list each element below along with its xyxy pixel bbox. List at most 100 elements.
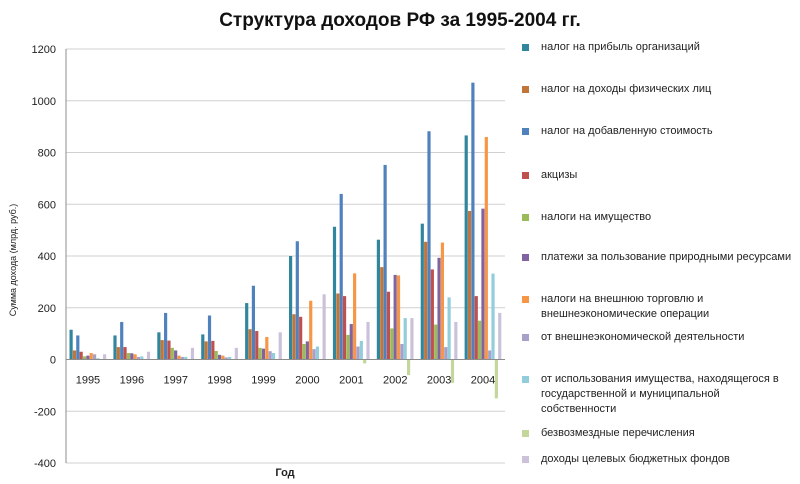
bar xyxy=(312,349,316,360)
x-tick-label: 2003 xyxy=(427,375,451,387)
bar xyxy=(424,241,428,360)
bar xyxy=(207,315,212,360)
bar xyxy=(116,347,120,360)
legend-label: налог на доходы физических лиц xyxy=(541,83,712,95)
bar xyxy=(265,336,269,360)
bar xyxy=(261,348,266,360)
bar xyxy=(302,343,306,360)
bar xyxy=(184,356,188,360)
bar xyxy=(390,328,394,360)
bar xyxy=(410,318,414,360)
bar xyxy=(447,297,451,360)
bar xyxy=(346,334,350,360)
bar xyxy=(69,329,73,360)
bar xyxy=(427,131,431,360)
bar xyxy=(136,356,141,360)
bar xyxy=(498,312,502,360)
bar xyxy=(271,353,276,360)
bar xyxy=(180,356,184,360)
bar xyxy=(454,321,458,360)
x-tick-label: 2001 xyxy=(339,375,363,387)
bar xyxy=(278,332,282,360)
bar xyxy=(440,242,445,360)
bar xyxy=(177,355,181,360)
y-tick-label: -200 xyxy=(34,406,56,418)
bar xyxy=(103,354,107,360)
legend-item: безвозмездные перечисления xyxy=(522,426,792,441)
legend-item: от внешнеэкономической деятельности xyxy=(522,330,792,345)
bar xyxy=(363,359,367,364)
bar xyxy=(393,274,397,360)
legend-item: акцизы xyxy=(522,168,792,183)
bar xyxy=(386,291,391,360)
bar xyxy=(255,331,259,360)
legend-swatch xyxy=(522,430,529,437)
bar xyxy=(234,347,238,360)
bar xyxy=(406,359,411,376)
bar xyxy=(383,164,387,360)
legend-label: безвозмездные перечисления xyxy=(541,427,695,439)
bar xyxy=(299,316,303,360)
bar xyxy=(332,226,337,360)
gridlines xyxy=(66,48,505,464)
legend-swatch xyxy=(522,214,529,221)
x-tick-label: 1999 xyxy=(251,375,275,387)
bar xyxy=(420,223,424,360)
bar xyxy=(380,267,384,360)
bar xyxy=(488,350,492,360)
y-tick-label: 800 xyxy=(38,148,56,160)
bar xyxy=(228,356,232,360)
bar xyxy=(82,356,87,360)
legend-label: налог на прибыль организаций xyxy=(541,41,700,53)
y-tick-label: 0 xyxy=(50,355,56,367)
bar xyxy=(130,353,134,360)
bar xyxy=(396,275,401,360)
bar xyxy=(120,321,124,360)
bar xyxy=(491,273,495,360)
x-axis-label: Год xyxy=(275,467,294,479)
bar xyxy=(322,294,326,360)
bar xyxy=(251,285,255,360)
legend-swatch xyxy=(522,296,529,303)
legend-item: налог на доходы физических лиц xyxy=(522,82,792,97)
bar xyxy=(72,350,77,360)
y-tick-label: 1200 xyxy=(32,44,56,56)
bar xyxy=(430,269,434,360)
legend-item: налог на добавленную стоимость xyxy=(522,124,792,139)
bar xyxy=(305,341,309,360)
bar xyxy=(268,351,272,360)
y-tick-label: -400 xyxy=(34,458,56,470)
x-tick-label: 1998 xyxy=(207,375,231,387)
legend-label: доходы целевых бюджетных фондов xyxy=(541,453,730,465)
bar xyxy=(434,324,438,360)
legend-swatch xyxy=(522,376,529,383)
bar xyxy=(444,347,448,360)
y-tick-label: 1000 xyxy=(32,96,56,108)
bar xyxy=(89,353,93,360)
legend-swatch xyxy=(522,334,529,341)
bar xyxy=(471,82,475,360)
bar xyxy=(339,193,343,360)
legend-swatch xyxy=(522,456,529,463)
x-tick-label: 1996 xyxy=(120,375,144,387)
x-tick-label: 1997 xyxy=(164,375,188,387)
bar xyxy=(126,353,130,360)
legend-item: налог на прибыль организаций xyxy=(522,40,792,55)
legend-label: акцизы xyxy=(541,169,578,181)
bar xyxy=(214,350,218,360)
bar xyxy=(86,355,90,360)
bar xyxy=(342,296,347,360)
bar xyxy=(160,340,164,360)
x-tick-label: 2004 xyxy=(471,375,495,387)
bar xyxy=(79,351,83,360)
bar xyxy=(464,135,468,360)
legend-label: налоги на имущество xyxy=(541,211,652,223)
bar xyxy=(484,136,488,360)
y-tick-label: 400 xyxy=(38,251,56,263)
legend-item: доходы целевых бюджетных фондов xyxy=(522,452,792,467)
x-tick-label: 2002 xyxy=(383,375,407,387)
bar xyxy=(133,354,137,360)
bar xyxy=(315,346,320,360)
legend-swatch xyxy=(522,128,529,135)
